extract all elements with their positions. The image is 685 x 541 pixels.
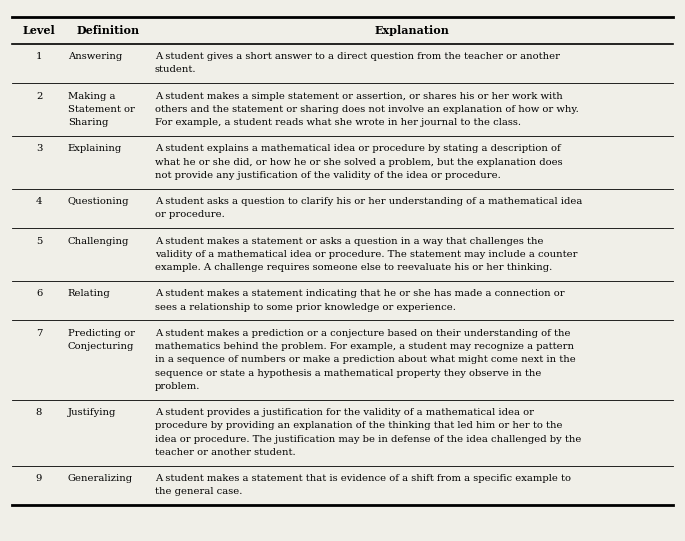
- Text: 9: 9: [36, 474, 42, 483]
- Text: others and the statement or sharing does not involve an explanation of how or wh: others and the statement or sharing does…: [155, 105, 579, 114]
- Text: 4: 4: [36, 197, 42, 206]
- Text: 5: 5: [36, 236, 42, 246]
- Text: A student makes a statement that is evidence of a shift from a specific example : A student makes a statement that is evid…: [155, 474, 571, 483]
- Text: 8: 8: [36, 408, 42, 417]
- Text: A student makes a prediction or a conjecture based on their understanding of the: A student makes a prediction or a conjec…: [155, 329, 571, 338]
- Text: in a sequence of numbers or make a prediction about what might come next in the: in a sequence of numbers or make a predi…: [155, 355, 575, 365]
- Text: A student makes a simple statement or assertion, or shares his or her work with: A student makes a simple statement or as…: [155, 91, 562, 101]
- Text: Answering: Answering: [68, 52, 122, 61]
- Text: problem.: problem.: [155, 382, 200, 391]
- Text: student.: student.: [155, 65, 197, 75]
- Text: example. A challenge requires someone else to reevaluate his or her thinking.: example. A challenge requires someone el…: [155, 263, 552, 272]
- Text: validity of a mathematical idea or procedure. The statement may include a counte: validity of a mathematical idea or proce…: [155, 250, 577, 259]
- Text: Questioning: Questioning: [68, 197, 129, 206]
- Text: procedure by providing an explanation of the thinking that led him or her to the: procedure by providing an explanation of…: [155, 421, 562, 431]
- Text: idea or procedure. The justification may be in defense of the idea challenged by: idea or procedure. The justification may…: [155, 434, 581, 444]
- Text: 7: 7: [36, 329, 42, 338]
- Text: Relating: Relating: [68, 289, 110, 299]
- Text: 1: 1: [36, 52, 42, 61]
- Text: teacher or another student.: teacher or another student.: [155, 448, 295, 457]
- Text: Making a: Making a: [68, 91, 115, 101]
- Text: Explanation: Explanation: [375, 25, 450, 36]
- Text: A student asks a question to clarify his or her understanding of a mathematical : A student asks a question to clarify his…: [155, 197, 582, 206]
- Text: Definition: Definition: [77, 25, 140, 36]
- Text: Justifying: Justifying: [68, 408, 116, 417]
- Text: the general case.: the general case.: [155, 487, 242, 497]
- Text: A student explains a mathematical idea or procedure by stating a description of: A student explains a mathematical idea o…: [155, 144, 560, 154]
- Text: sees a relationship to some prior knowledge or experience.: sees a relationship to some prior knowle…: [155, 302, 456, 312]
- Text: Challenging: Challenging: [68, 236, 129, 246]
- Text: or procedure.: or procedure.: [155, 210, 225, 220]
- Text: mathematics behind the problem. For example, a student may recognize a pattern: mathematics behind the problem. For exam…: [155, 342, 574, 351]
- Text: 3: 3: [36, 144, 42, 154]
- Text: Statement or: Statement or: [68, 105, 135, 114]
- Text: For example, a student reads what she wrote in her journal to the class.: For example, a student reads what she wr…: [155, 118, 521, 127]
- Text: not provide any justification of the validity of the idea or procedure.: not provide any justification of the val…: [155, 171, 501, 180]
- Text: Generalizing: Generalizing: [68, 474, 133, 483]
- Text: sequence or state a hypothesis a mathematical property they observe in the: sequence or state a hypothesis a mathema…: [155, 368, 541, 378]
- Text: Conjecturing: Conjecturing: [68, 342, 134, 351]
- Text: Sharing: Sharing: [68, 118, 108, 127]
- Text: Level: Level: [23, 25, 55, 36]
- Text: 6: 6: [36, 289, 42, 299]
- Text: A student makes a statement or asks a question in a way that challenges the: A student makes a statement or asks a qu…: [155, 236, 543, 246]
- Text: Explaining: Explaining: [68, 144, 122, 154]
- Text: Predicting or: Predicting or: [68, 329, 135, 338]
- Text: A student makes a statement indicating that he or she has made a connection or: A student makes a statement indicating t…: [155, 289, 564, 299]
- Text: A student provides a justification for the validity of a mathematical idea or: A student provides a justification for t…: [155, 408, 534, 417]
- Text: what he or she did, or how he or she solved a problem, but the explanation does: what he or she did, or how he or she sol…: [155, 157, 562, 167]
- Text: A student gives a short answer to a direct question from the teacher or another: A student gives a short answer to a dire…: [155, 52, 560, 61]
- Text: 2: 2: [36, 91, 42, 101]
